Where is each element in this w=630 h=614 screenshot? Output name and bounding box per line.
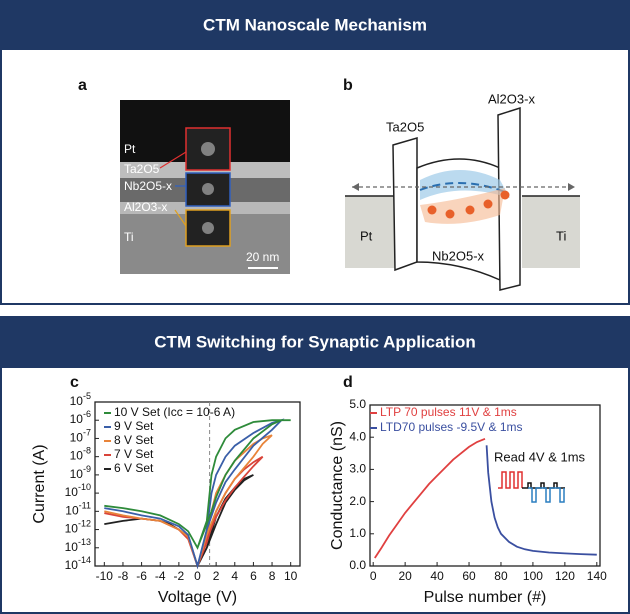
layer-label: Ta2O5 <box>124 162 160 176</box>
x-tick-label: 140 <box>587 569 607 583</box>
legend-label: LTD70 pulses -9.5V & 1ms <box>380 420 523 434</box>
y-tick-label: 10-8 <box>70 446 91 463</box>
y-tick-label: 2.0 <box>349 494 366 508</box>
x-tick-label: 40 <box>430 569 444 583</box>
legend-label: 7 V Set <box>114 447 154 461</box>
band-label: Ti <box>556 228 566 243</box>
y-axis-title: Current (A) <box>31 444 48 523</box>
x-tick-label: 0 <box>370 569 377 583</box>
x-tick-label: 2 <box>213 569 220 583</box>
x-tick-label: -6 <box>136 569 147 583</box>
y-tick-label: 10-13 <box>65 537 91 554</box>
x-tick-label: 20 <box>398 569 412 583</box>
x-tick-label: 4 <box>231 569 238 583</box>
series-line <box>485 445 597 556</box>
inset-label: Read 4V & 1ms <box>494 449 586 464</box>
band-label: Al2O3-x <box>488 91 535 106</box>
y-tick-label: 10-6 <box>70 410 91 427</box>
panel-label: a <box>78 77 87 94</box>
y-axis-title: Conductance (nS) <box>329 421 346 550</box>
legend-label: 9 V Set <box>114 419 154 433</box>
panel-label: b <box>343 77 353 94</box>
series-line <box>104 419 291 550</box>
y-tick-label: 10-10 <box>65 482 91 499</box>
y-tick-label: 10-9 <box>70 464 91 481</box>
x-axis-title: Pulse number (#) <box>424 589 547 606</box>
legend-label: 6 V Set <box>114 461 154 475</box>
x-tick-label: 10 <box>284 569 298 583</box>
band-diagram <box>345 106 580 291</box>
layer-label: Ti <box>124 230 134 244</box>
x-tick-label: -8 <box>118 569 129 583</box>
band-label: Pt <box>360 228 373 243</box>
x-tick-label: 8 <box>269 569 276 583</box>
layer-label: Pt <box>124 142 136 156</box>
x-tick-label: 6 <box>250 569 257 583</box>
x-tick-label: -10 <box>96 569 114 583</box>
y-tick-label: 3.0 <box>349 462 366 476</box>
header-title: CTM Nanoscale Mechanism <box>203 15 427 34</box>
pulse-inset <box>498 471 565 503</box>
y-tick-label: 10-7 <box>70 428 91 445</box>
header-title: CTM Switching for Synaptic Application <box>154 332 475 351</box>
y-tick-label: 5.0 <box>349 397 366 411</box>
series-line <box>104 474 254 569</box>
y-tick-label: 10-11 <box>65 501 91 518</box>
layer-label: Nb2O5-x <box>124 179 172 193</box>
x-tick-label: 80 <box>494 569 508 583</box>
panel-header <box>0 316 630 368</box>
x-tick-label: 0 <box>194 569 201 583</box>
plot-frame <box>369 404 601 567</box>
x-tick-label: -2 <box>174 569 185 583</box>
panel-label: c <box>70 374 79 391</box>
panel-label: d <box>343 374 353 391</box>
y-tick-label: 10-5 <box>70 391 91 408</box>
band-label: Nb2O5-x <box>432 248 485 263</box>
y-tick-label: 0.0 <box>349 558 366 572</box>
x-tick-label: -4 <box>155 569 166 583</box>
x-tick-label: 120 <box>555 569 575 583</box>
legend-label: 10 V Set (Icc = 10-6 A) <box>114 405 235 419</box>
y-tick-label: 10-14 <box>65 555 91 572</box>
y-tick-label: 10-12 <box>65 519 91 536</box>
series-line <box>374 437 486 559</box>
y-tick-label: 4.0 <box>349 429 366 443</box>
panel-header <box>0 0 630 50</box>
legend-label: 8 V Set <box>114 433 154 447</box>
scale-bar-label: 20 nm <box>246 250 279 264</box>
band-label: Ta2O5 <box>386 119 424 134</box>
legend-label: LTP 70 pulses 11V & 1ms <box>380 405 517 419</box>
x-tick-label: 60 <box>462 569 476 583</box>
layer-label: Al2O3-x <box>124 200 167 214</box>
x-tick-label: 100 <box>523 569 543 583</box>
tem-image <box>120 100 290 274</box>
x-axis-title: Voltage (V) <box>158 589 237 606</box>
y-tick-label: 1.0 <box>349 526 366 540</box>
series-line <box>104 418 285 570</box>
